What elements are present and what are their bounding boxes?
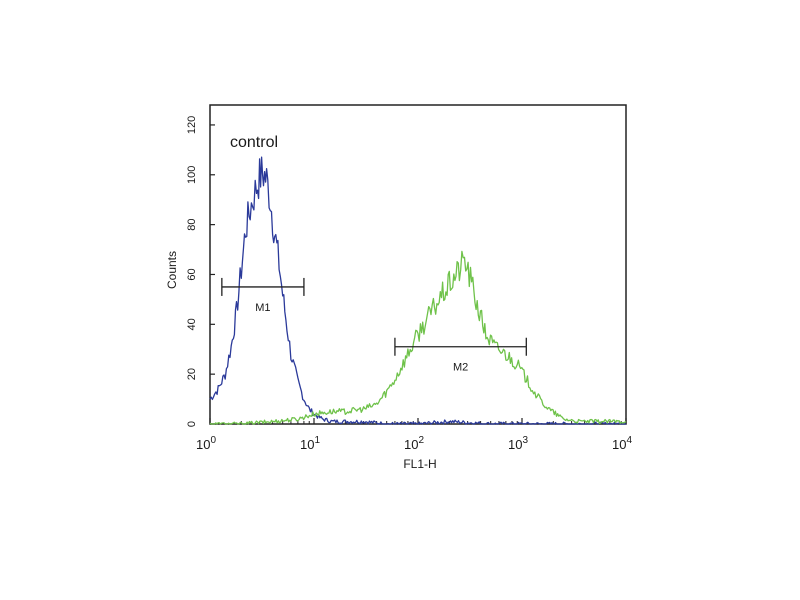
y-axis-label: Counts (165, 251, 179, 289)
y-tick-label-0: 0 (186, 421, 198, 427)
x-tick-label-3: 103 (508, 435, 528, 452)
y-axis-ticks: 0 20 40 60 80 100 120 (186, 116, 215, 427)
y-tick-label-80: 80 (186, 219, 198, 231)
marker-m1-label: M1 (255, 302, 270, 314)
x-tick-label-1: 101 (300, 435, 320, 452)
y-tick-label-100: 100 (186, 166, 198, 184)
marker-m2-label: M2 (453, 362, 468, 374)
histogram-series-2 (209, 250, 627, 425)
control-annotation: control (230, 134, 278, 151)
x-axis-ticks: 100 101 102 103 104 (196, 418, 632, 452)
x-axis-label: FL1-H (403, 457, 436, 471)
x-tick-label-2: 102 (404, 435, 424, 452)
x-tick-label-4: 104 (612, 435, 632, 452)
gate-markers: M1 M2 (221, 277, 527, 374)
plot-frame (209, 104, 627, 425)
series-layer (209, 156, 627, 425)
y-tick-label-40: 40 (186, 318, 198, 330)
x-tick-label-0: 100 (196, 435, 216, 452)
y-tick-label-60: 60 (186, 268, 198, 280)
y-tick-label-120: 120 (186, 116, 198, 134)
histogram-series-1 (209, 156, 626, 425)
y-tick-label-20: 20 (186, 368, 198, 380)
